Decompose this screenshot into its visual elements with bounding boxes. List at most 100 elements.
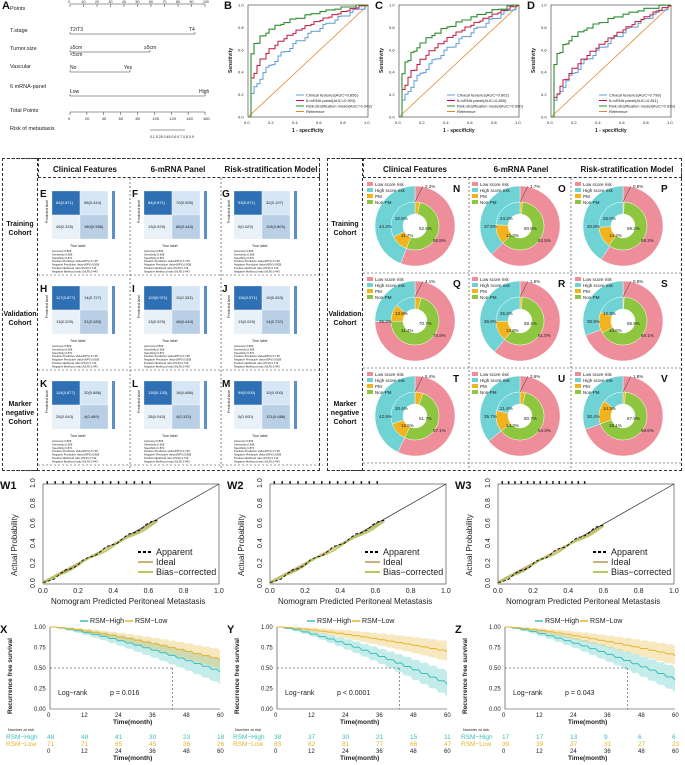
confusion-cell-value: 4(0.469)	[84, 414, 100, 419]
km-risk-high-count: 9	[604, 734, 608, 741]
calibration-x-tick: 0.8	[406, 588, 416, 595]
roc-chart-marker-negative: 0.00.0 0.2 0.2 0.4 0.4 0.6 0.6 0.8 0.8 1.0 1.0 1 - …	[531, 3, 676, 135]
panel-letter-w1: W1	[0, 480, 17, 492]
donut-small-leader	[519, 185, 529, 203]
roc-y-tick: 0.8	[389, 25, 395, 30]
km-risk-high-count: 21	[376, 734, 384, 741]
confusion-metric-line: Specificity:0.871	[234, 351, 255, 355]
confusion-cell	[233, 404, 263, 430]
km-legend-label: RSM−High	[317, 618, 351, 625]
km-y-label: Recurrence free survival	[462, 638, 469, 714]
calibration-rug-mark	[46, 481, 49, 484]
km-x-tick: 48	[638, 713, 645, 719]
confusion-cell	[261, 309, 291, 335]
km-risk-high-count: 23	[183, 734, 191, 741]
confusion-cell-value: 4(0.333)	[176, 414, 192, 419]
calibration-bias-line	[42, 520, 158, 585]
roc-mrna-curve	[551, 5, 672, 118]
donut-label-high: 30.9%	[587, 319, 600, 324]
roc-x-tick: 0.8	[491, 120, 497, 125]
donut-legend-swatch	[367, 390, 373, 394]
calibration-rug-mark	[149, 481, 151, 484]
calibration-x-tick: 0.0	[38, 588, 48, 595]
km-risk-low-count: 26	[217, 741, 225, 748]
km-risk-x-tick: 36	[376, 749, 383, 755]
km-x-tick: 48	[410, 713, 417, 719]
roc-x-tick: 0.2	[268, 120, 274, 125]
donut-label-high: 35.7%	[484, 414, 497, 419]
km-risk-x-tick: 24	[342, 749, 349, 755]
confusion-cell-value: 115(0.971)	[238, 295, 258, 300]
calibration-rug-mark	[133, 481, 136, 484]
donut-label-inner-high: 14.3%	[603, 406, 616, 411]
km-risk-low-count: 83	[274, 741, 282, 748]
donut-label-small: 0.8%	[633, 279, 643, 284]
roc-y-tick: 0.6	[389, 47, 395, 52]
roc-y-tick: 0.6	[541, 47, 547, 52]
confusion-cell	[171, 380, 201, 406]
confusion-true-label: True label	[252, 244, 268, 248]
confusion-panel-letter: F	[132, 189, 138, 200]
roc-legend-label: Risk-stratification model(AUC=0.939)	[609, 104, 676, 109]
confusion-metric-line: Positive Predictive Value(PPV):0.725	[144, 259, 190, 263]
nomogram-row-label: Tumor.size	[10, 46, 37, 52]
confusion-panel-letter: G	[222, 189, 230, 200]
total-tick-label: 160	[203, 116, 210, 121]
donut-legend-label: Low score risk	[583, 182, 613, 187]
km-risk-high-count: 11	[444, 734, 451, 741]
donut-label-low: 55.8%	[433, 238, 446, 243]
donut-legend-label: PM	[375, 289, 382, 294]
roc-x-tick: 0.2	[419, 120, 425, 125]
donut-legend-swatch	[575, 200, 581, 204]
roc-x-tick: 0.6	[467, 120, 473, 125]
confusion-cell-value: 25(0.043)	[56, 414, 74, 419]
km-risk-high-count: 17	[536, 734, 544, 741]
donut-legend-swatch	[367, 378, 373, 382]
calibration-rug-mark	[305, 481, 307, 484]
confusion-metric-line: Sensitivity:0.608	[144, 252, 165, 256]
km-risk-low-count: 31	[604, 741, 612, 748]
calibration-rug-mark	[376, 481, 378, 484]
donut-label-inner-high: 32.5%	[395, 216, 408, 221]
donut-small-leader	[622, 375, 632, 393]
confusion-panel-letter: M	[222, 379, 230, 390]
calibration-rug-mark	[539, 481, 542, 484]
calibration-legend-label: Bias−corrected	[611, 567, 671, 577]
confusion-cell	[51, 285, 81, 311]
confusion-pred-label: Predicted label	[137, 390, 141, 413]
confusion-cell-value: 88(0.444)	[176, 224, 194, 229]
tumor-left-label: ≥5cm	[70, 45, 82, 51]
km-risk-x-tick: 36	[604, 749, 611, 755]
calibration-rug-mark	[352, 481, 355, 484]
calibration-rug-mark	[360, 481, 363, 484]
confusion-cell-value: 16(0.686)	[176, 390, 194, 395]
confusion-panel-letter: L	[132, 379, 138, 390]
donut-legend-swatch	[367, 194, 373, 198]
roc-y-tick: 0.0	[238, 115, 244, 120]
calibration-y-tick: 1.0	[30, 478, 37, 488]
km-number-at-risk-label: Number at risk	[463, 727, 489, 732]
donut-small-leader	[519, 375, 529, 393]
roc-y-tick: 0.6	[238, 47, 244, 52]
roc-x-tick: 1.0	[364, 120, 370, 125]
donut-label-nonpm: 59.4%	[524, 321, 537, 326]
calibration-y-tick: 0.6	[485, 518, 492, 528]
confusion-cell	[79, 214, 109, 240]
donut-legend-swatch	[367, 188, 373, 192]
donut-label-inner-high: 24.2%	[500, 216, 513, 221]
roc-x-tick: 0.0	[547, 120, 553, 125]
total-tick-label: 60	[119, 116, 124, 121]
km-risk-x-label: Time(month)	[340, 755, 379, 762]
roc-x-tick: 0.4	[443, 120, 449, 125]
roc-risk-curve	[399, 4, 519, 118]
calibration-bias-line	[497, 525, 605, 585]
confusion-true-label: True label	[162, 434, 178, 438]
confusion-cell	[51, 190, 81, 216]
roc-y-tick: 1.0	[541, 3, 547, 8]
donut-inner-high-slice	[390, 391, 416, 425]
confusion-true-label: True label	[252, 339, 268, 343]
tstage-left-label: T2/T3	[70, 27, 83, 33]
calibration-rug-mark	[78, 481, 80, 484]
confusion-metric-line: Sensitivity:0.608	[52, 442, 73, 446]
confusion-cell	[261, 285, 291, 311]
